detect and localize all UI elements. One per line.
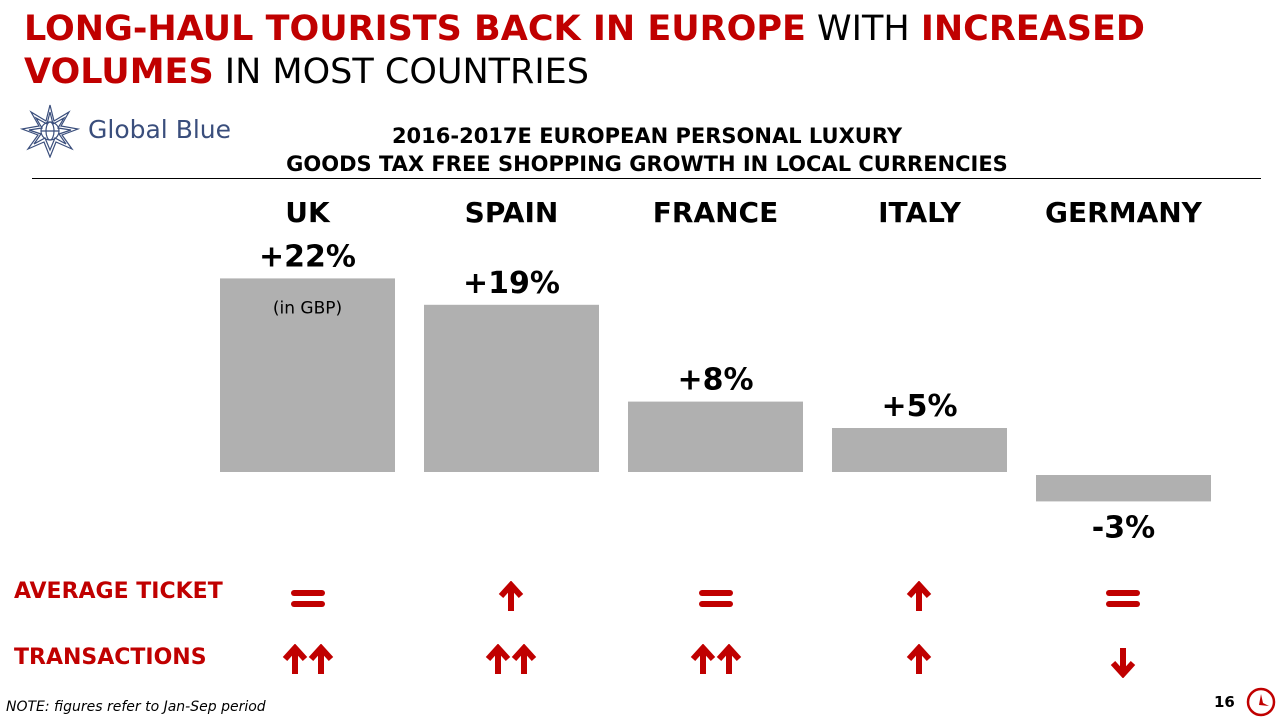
transactions-france-double-up-icon — [676, 641, 756, 681]
value-label-spain: +19% — [463, 266, 560, 301]
bar-spain — [424, 304, 599, 472]
average-ticket-germany-equal-icon — [1083, 578, 1163, 618]
metric-label-transactions: TRANSACTIONS — [14, 645, 207, 670]
transactions-italy-up-icon — [879, 641, 959, 681]
metric-label-average-ticket: AVERAGE TICKET — [14, 579, 223, 604]
logo-wordmark: Global Blue — [88, 115, 232, 144]
value-label-uk: +22% — [259, 239, 356, 274]
global-blue-logo: Global Blue — [20, 104, 250, 158]
transactions-germany-down-icon — [1083, 641, 1163, 681]
average-ticket-uk-equal-icon — [268, 578, 348, 618]
title-divider — [32, 178, 1261, 179]
bar-chart: UK +22% (in GBP) SPAIN +19% FRANCE +8% ITALY +5%… — [220, 196, 1211, 545]
page-logo-icon — [1246, 687, 1276, 717]
headline-part-1: LONG-HAUL TOURISTS BACK IN EUROPE — [24, 9, 806, 49]
chart-title-line-2: GOODS TAX FREE SHOPPING GROWTH IN LOCAL … — [286, 152, 1008, 176]
value-label-italy: +5% — [881, 389, 957, 424]
bar-france — [628, 401, 803, 472]
headline-part-2: WITH — [805, 9, 921, 49]
transactions-spain-double-up-icon — [471, 641, 551, 681]
bar-germany — [1036, 475, 1211, 502]
value-label-germany: -3% — [1092, 510, 1155, 545]
bar-note-uk: (in GBP) — [273, 298, 342, 318]
slide-headline: LONG-HAUL TOURISTS BACK IN EUROPE WITH I… — [24, 8, 1264, 94]
category-label-germany: GERMANY — [1045, 196, 1203, 229]
category-label-spain: SPAIN — [465, 196, 559, 229]
bar-uk — [220, 278, 395, 472]
category-label-france: FRANCE — [653, 196, 778, 229]
average-ticket-france-equal-icon — [676, 578, 756, 618]
global-blue-star-logo-icon — [20, 104, 80, 158]
category-label-uk: UK — [285, 196, 331, 229]
headline-part-4: IN MOST COUNTRIES — [213, 52, 590, 92]
page-number: 16 — [1214, 693, 1235, 711]
category-label-italy: ITALY — [878, 196, 961, 229]
bar-italy — [832, 428, 1007, 472]
transactions-uk-double-up-icon — [268, 641, 348, 681]
average-ticket-spain-up-icon — [471, 578, 551, 618]
average-ticket-italy-up-icon — [879, 578, 959, 618]
value-label-france: +8% — [677, 363, 753, 398]
chart-title-line-1: 2016-2017E EUROPEAN PERSONAL LUXURY — [391, 124, 903, 148]
chart-title: 2016-2017E EUROPEAN PERSONAL LUXURY GOOD… — [220, 122, 1074, 178]
footnote: NOTE: figures refer to Jan-Sep period — [6, 699, 266, 715]
headline-part-3: INCREASED VOLUMES — [24, 9, 1145, 92]
